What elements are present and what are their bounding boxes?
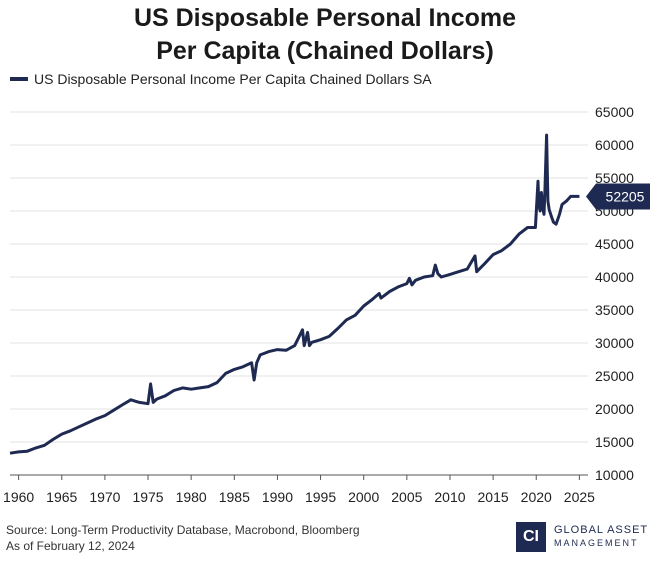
y-tick-label: 35000 (595, 302, 634, 318)
legend: US Disposable Personal Income Per Capita… (10, 71, 432, 87)
y-tick-label: 45000 (595, 236, 634, 252)
logo-text: GLOBAL ASSET MANAGEMENT (554, 524, 648, 550)
chart-title-line1: US Disposable Personal Income (133, 4, 517, 32)
y-tick-label: 25000 (595, 368, 634, 384)
footer: Source: Long-Term Productivity Database,… (6, 522, 360, 554)
legend-label: US Disposable Personal Income Per Capita… (34, 71, 432, 87)
y-tick-label: 20000 (595, 401, 634, 417)
logo-word-2: MANAGEMENT (554, 538, 639, 548)
x-tick-label: 1965 (46, 489, 77, 505)
y-tick-label: 65000 (595, 104, 634, 120)
logo-word-1: GLOBAL ASSET (554, 524, 649, 536)
last-value-badge (586, 183, 650, 210)
x-tick-label: 1980 (176, 489, 207, 505)
last-value-label: 52205 (606, 188, 645, 204)
y-tick-label: 10000 (595, 467, 634, 483)
as-of-date: As of February 12, 2024 (6, 539, 135, 553)
chart-title-line2: Per Capita (Chained Dollars) (156, 37, 494, 65)
y-tick-label: 55000 (595, 170, 634, 186)
x-tick-label: 2015 (478, 489, 509, 505)
chart-title: US Disposable Personal Income Per Capita… (0, 2, 650, 68)
x-tick-label: 1985 (219, 489, 250, 505)
x-tick-label: 1960 (3, 489, 34, 505)
x-tick-label: 1970 (89, 489, 120, 505)
y-tick-label: 30000 (595, 335, 634, 351)
x-tick-label: 2010 (434, 489, 465, 505)
x-tick-label: 2000 (348, 489, 379, 505)
x-tick-label: 1995 (305, 489, 336, 505)
y-tick-label: 15000 (595, 434, 634, 450)
x-tick-label: 2020 (521, 489, 552, 505)
x-tick-label: 2025 (564, 489, 595, 505)
logo-mark: CI (516, 522, 546, 552)
y-tick-label: 40000 (595, 269, 634, 285)
y-tick-label: 60000 (595, 137, 634, 153)
source-note: Source: Long-Term Productivity Database,… (6, 523, 360, 537)
company-logo: CI GLOBAL ASSET MANAGEMENT (516, 522, 648, 552)
x-tick-label: 1990 (262, 489, 293, 505)
x-tick-label: 1975 (132, 489, 163, 505)
legend-swatch (10, 77, 28, 81)
chart-svg: 10000 15000 20000 25000 30000 35000 40000 45000… (3, 104, 650, 505)
x-tick-label: 2005 (391, 489, 422, 505)
series-line (9, 133, 580, 455)
